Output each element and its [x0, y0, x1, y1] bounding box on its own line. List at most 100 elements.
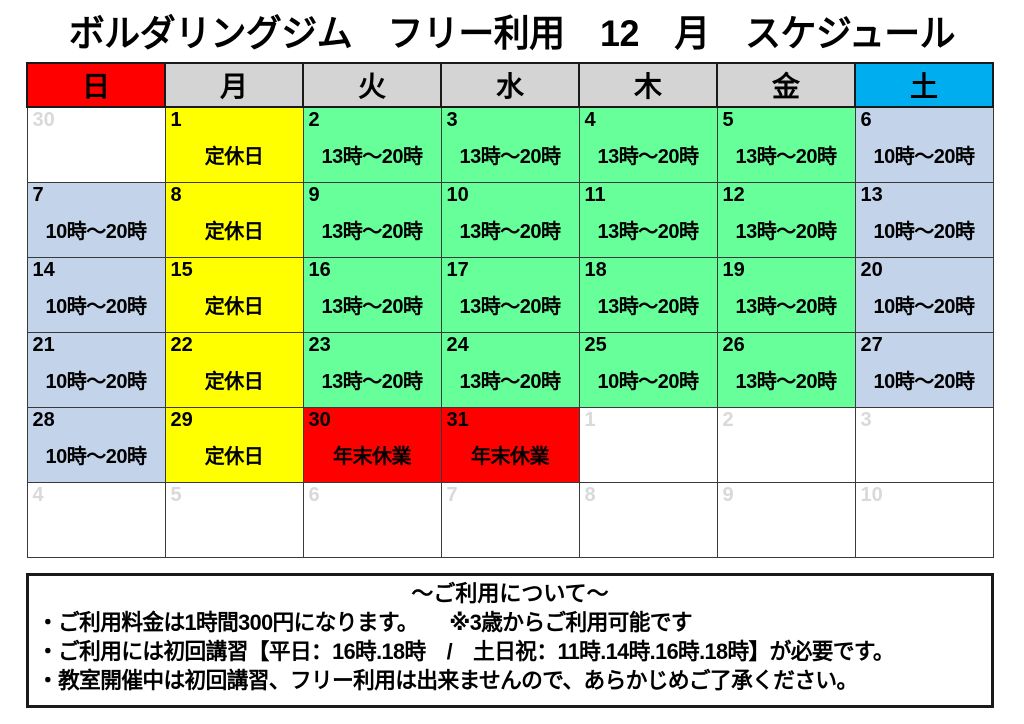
calendar-day-cell-inner: 6 10時〜20時 — [856, 108, 993, 182]
calendar-day-hours: 定休日 — [204, 370, 264, 393]
calendar-week-row: 7 10時〜20時 8 定休日 9 13時〜20時 10 13時〜20時 11 13時〜20時 12… — [26, 182, 994, 258]
calendar-day-cell-inner: 16 13時〜20時 — [304, 258, 441, 332]
calendar-day-cell[interactable]: 6 10時〜20時 — [854, 106, 994, 183]
calendar-day-cell[interactable]: 1 — [578, 407, 718, 483]
calendar-day-cell-inner: 29 定休日 — [166, 408, 303, 482]
calendar-day-number: 7 — [446, 484, 458, 506]
calendar-day-cell[interactable]: 11 13時〜20時 — [578, 182, 718, 258]
calendar-day-cell[interactable]: 21 10時〜20時 — [26, 332, 166, 408]
calendar-day-hours — [171, 503, 303, 555]
calendar-day-cell-inner: 9 13時〜20時 — [304, 183, 441, 257]
usage-note-line-3: ・教室開催中は初回講習、フリー利用は出来ませんので、あらかじめご了承ください。 — [37, 667, 858, 693]
calendar-day-cell[interactable]: 5 13時〜20時 — [716, 106, 856, 183]
calendar-day-number: 29 — [170, 409, 193, 431]
calendar-day-hours: 10時〜20時 — [45, 295, 148, 318]
calendar-day-cell[interactable]: 15 定休日 — [164, 257, 304, 333]
calendar-day-number: 17 — [446, 259, 469, 281]
calendar-day-number: 5 — [170, 484, 182, 506]
calendar-day-hours: 13時〜20時 — [321, 370, 424, 393]
calendar-day-number: 2 — [722, 409, 734, 431]
calendar-day-cell-inner: 3 — [856, 408, 993, 482]
calendar-day-cell-inner: 12 13時〜20時 — [718, 183, 855, 257]
calendar-day-cell[interactable]: 20 10時〜20時 — [854, 257, 994, 333]
calendar-day-cell[interactable]: 10 13時〜20時 — [440, 182, 580, 258]
calendar-day-cell[interactable]: 18 13時〜20時 — [578, 257, 718, 333]
calendar-day-number: 4 — [584, 109, 596, 131]
calendar-day-hours — [723, 503, 855, 555]
calendar-day-cell[interactable]: 6 — [302, 482, 442, 558]
calendar-day-hours: 10時〜20時 — [873, 220, 976, 243]
calendar-day-cell-inner: 10 — [856, 483, 993, 557]
weekday-header-mon: 月 — [164, 62, 304, 108]
calendar-day-cell[interactable]: 3 13時〜20時 — [440, 106, 580, 183]
calendar-day-hours: 13時〜20時 — [735, 370, 838, 393]
calendar-day-hours: 13時〜20時 — [735, 295, 838, 318]
calendar-day-cell[interactable]: 5 — [164, 482, 304, 558]
calendar-day-cell[interactable]: 2 13時〜20時 — [302, 106, 442, 183]
calendar-day-cell[interactable]: 2 — [716, 407, 856, 483]
calendar-day-cell[interactable]: 30 — [26, 106, 166, 183]
calendar-day-hours: 10時〜20時 — [597, 370, 700, 393]
calendar-day-cell[interactable]: 9 — [716, 482, 856, 558]
calendar-day-cell[interactable]: 7 — [440, 482, 580, 558]
calendar-day-cell[interactable]: 27 10時〜20時 — [854, 332, 994, 408]
calendar-day-cell[interactable]: 26 13時〜20時 — [716, 332, 856, 408]
calendar-day-cell[interactable]: 3 — [854, 407, 994, 483]
calendar-day-hours: 13時〜20時 — [459, 220, 562, 243]
calendar-day-cell[interactable]: 17 13時〜20時 — [440, 257, 580, 333]
calendar-day-hours: 年末休業 — [471, 445, 550, 468]
calendar-week-row: 30 1 定休日 2 13時〜20時 3 13時〜20時 4 13時〜20時 5 13時〜20時 6 1… — [26, 106, 994, 183]
calendar-day-cell[interactable]: 16 13時〜20時 — [302, 257, 442, 333]
calendar-day-cell[interactable]: 30 年末休業 — [302, 407, 442, 483]
calendar-day-number: 18 — [584, 259, 607, 281]
calendar-day-cell[interactable]: 9 13時〜20時 — [302, 182, 442, 258]
calendar-day-number: 21 — [32, 334, 55, 356]
calendar-day-cell[interactable]: 31 年末休業 — [440, 407, 580, 483]
calendar-day-number: 2 — [308, 109, 320, 131]
calendar-day-hours: 10時〜20時 — [873, 370, 976, 393]
calendar-day-cell[interactable]: 4 — [26, 482, 166, 558]
calendar-day-cell[interactable]: 10 — [854, 482, 994, 558]
calendar-day-number: 20 — [860, 259, 883, 281]
calendar-day-hours: 13時〜20時 — [321, 145, 424, 168]
calendar-day-hours: 13時〜20時 — [597, 145, 700, 168]
calendar-day-cell[interactable]: 29 定休日 — [164, 407, 304, 483]
calendar-day-cell[interactable]: 7 10時〜20時 — [26, 182, 166, 258]
calendar-day-cell[interactable]: 19 13時〜20時 — [716, 257, 856, 333]
calendar-day-cell[interactable]: 8 — [578, 482, 718, 558]
calendar-day-number: 26 — [722, 334, 745, 356]
calendar-day-hours: 13時〜20時 — [321, 220, 424, 243]
calendar-day-hours: 定休日 — [204, 145, 264, 168]
calendar-day-hours: 13時〜20時 — [459, 295, 562, 318]
calendar-day-number: 1 — [584, 409, 596, 431]
calendar-day-cell[interactable]: 23 13時〜20時 — [302, 332, 442, 408]
calendar-day-cell[interactable]: 25 10時〜20時 — [578, 332, 718, 408]
calendar-day-hours: 13時〜20時 — [459, 145, 562, 168]
calendar-day-cell[interactable]: 28 10時〜20時 — [26, 407, 166, 483]
calendar-day-number: 24 — [446, 334, 469, 356]
calendar-day-cell[interactable]: 14 10時〜20時 — [26, 257, 166, 333]
calendar-day-hours — [585, 428, 717, 480]
usage-note-line-1: ・ご利用料金は1時間300円になります。 ※3歳からご利用可能です — [37, 609, 693, 635]
weekday-header-sat: 土 — [854, 62, 994, 108]
calendar-day-cell[interactable]: 4 13時〜20時 — [578, 106, 718, 183]
calendar-day-cell[interactable]: 24 13時〜20時 — [440, 332, 580, 408]
calendar-day-cell-inner: 4 — [28, 483, 165, 557]
calendar-day-cell-inner: 22 定休日 — [166, 333, 303, 407]
calendar-day-cell-inner: 3 13時〜20時 — [442, 108, 579, 182]
calendar-day-cell[interactable]: 22 定休日 — [164, 332, 304, 408]
calendar-day-cell[interactable]: 13 10時〜20時 — [854, 182, 994, 258]
calendar-day-cell[interactable]: 1 定休日 — [164, 106, 304, 183]
usage-notes-heading: 〜ご利用について〜 — [411, 581, 609, 606]
calendar-day-hours — [33, 503, 165, 555]
calendar-day-hours: 10時〜20時 — [45, 370, 148, 393]
calendar-day-hours — [585, 503, 717, 555]
calendar-day-number: 14 — [32, 259, 55, 281]
calendar-day-cell[interactable]: 8 定休日 — [164, 182, 304, 258]
calendar-day-number: 5 — [722, 109, 734, 131]
calendar-day-cell[interactable]: 12 13時〜20時 — [716, 182, 856, 258]
calendar-day-cell-inner: 10 13時〜20時 — [442, 183, 579, 257]
weekday-header-fri: 金 — [716, 62, 856, 108]
calendar-day-number: 22 — [170, 334, 193, 356]
calendar-day-cell-inner: 7 — [442, 483, 579, 557]
